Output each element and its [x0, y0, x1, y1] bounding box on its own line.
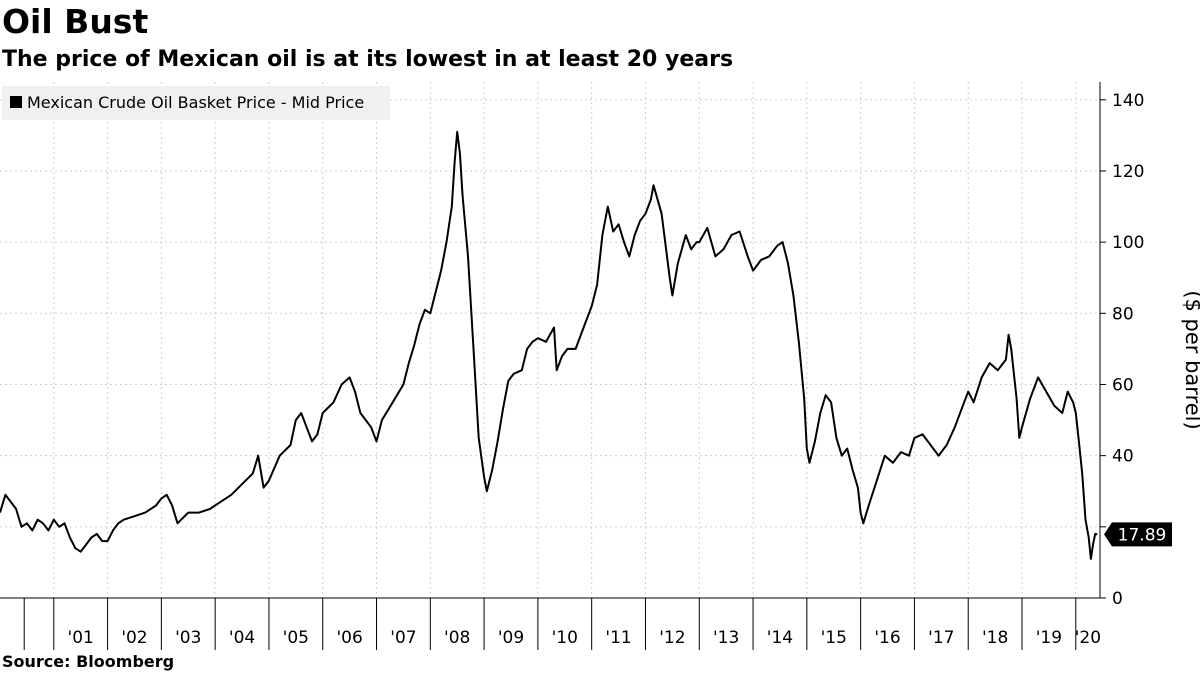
y-axis-label: ($ per barrel): [1181, 290, 1200, 429]
x-tick-label: '06: [336, 628, 362, 648]
y-tick-label: 60: [1112, 375, 1134, 395]
x-tick-label: '08: [444, 628, 470, 648]
x-tick-label: '14: [767, 628, 793, 648]
y-tick-label: 120: [1112, 162, 1144, 182]
legend: Mexican Crude Oil Basket Price - Mid Pri…: [2, 86, 390, 120]
x-tick-label: '18: [982, 628, 1008, 648]
x-tick-label: '02: [121, 628, 147, 648]
y-tick-label: 100: [1112, 233, 1144, 253]
x-tick-label: '15: [821, 628, 847, 648]
grid: [0, 82, 1100, 598]
x-tick-label: '20: [1075, 628, 1101, 648]
x-tick-label: '19: [1036, 628, 1062, 648]
y-tick-label: 40: [1112, 447, 1134, 467]
value-label-group: 17.89: [1104, 522, 1172, 547]
legend-box: [2, 86, 390, 120]
x-tick-label: '13: [713, 628, 739, 648]
price-chart: Mexican Crude Oil Basket Price - Mid Pri…: [0, 82, 1200, 650]
y-tick-label: 140: [1112, 91, 1144, 111]
x-tick-label: '01: [68, 628, 94, 648]
x-tick-label: '07: [390, 628, 416, 648]
x-tick-label: '05: [283, 628, 309, 648]
last-value-label: 17.89: [1118, 525, 1167, 545]
axes: 0 40 60 80 100 120 140 '01 '02 '03 '04 '05 '06 '07 '08…: [0, 82, 1144, 650]
x-tick-label: '04: [229, 628, 255, 648]
legend-label: Mexican Crude Oil Basket Price - Mid Pri…: [27, 93, 364, 112]
series-line-mexican-crude: [0, 130, 1098, 560]
chart-title: Oil Bust: [2, 2, 149, 41]
x-tick-label: '11: [605, 628, 631, 648]
x-tick-label: '12: [659, 628, 685, 648]
legend-swatch: [10, 96, 22, 108]
x-tick-label: '16: [874, 628, 900, 648]
y-tick-label: 0: [1112, 589, 1123, 609]
chart-subtitle: The price of Mexican oil is at its lowes…: [2, 47, 734, 72]
source-note: Source: Bloomberg: [2, 652, 175, 671]
y-tick-label: 80: [1112, 304, 1134, 324]
last-value-badge: [1104, 522, 1172, 547]
x-tick-label: '17: [928, 628, 954, 648]
series-layer: [0, 130, 1098, 560]
x-tick-label: '03: [175, 628, 201, 648]
x-tick-label: '10: [552, 628, 578, 648]
x-tick-label: '09: [498, 628, 524, 648]
